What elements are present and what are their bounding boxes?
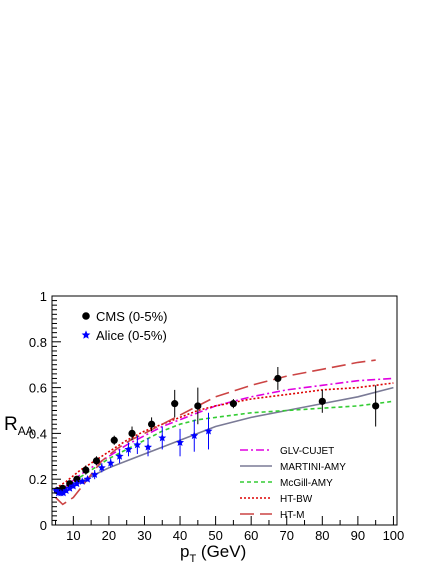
y-tick-label: 0.8 (29, 335, 47, 350)
y-axis-label: RAA (4, 414, 34, 438)
legend-marker-label: CMS (0-5%) (96, 309, 168, 324)
alice-data-point (144, 442, 153, 451)
alice-data-point (115, 452, 124, 460)
y-tick-label: 0.6 (29, 381, 47, 396)
legend-markers: CMS (0-5%) Alice (0-5%) (81, 309, 168, 343)
alice-data-point (176, 438, 185, 446)
legend-curve-label: McGill-AMY (280, 478, 333, 489)
cms-data-point (372, 402, 380, 410)
curve-ht-m (55, 359, 376, 506)
cms-data-point (147, 420, 156, 428)
legend-curve-label: GLV-CUJET (280, 446, 334, 457)
legend-cms-marker (82, 312, 90, 320)
alice-data-point (90, 470, 99, 479)
legend-curve-label: HT-M (280, 510, 304, 521)
cms-data-point (171, 400, 179, 408)
x-tick-label: 60 (244, 528, 258, 543)
alice-data-point (124, 445, 133, 453)
y-tick-label: 1 (40, 289, 47, 304)
y-axis-label-main: R (4, 414, 18, 435)
cms-data-point (128, 429, 136, 437)
x-tick-label: 70 (280, 528, 294, 543)
x-tick-label: 20 (102, 528, 116, 543)
legend-curves: GLV-CUJET MARTINI-AMY McGill-AMY HT-BW HT-M (240, 446, 346, 521)
x-tick-label: 40 (173, 528, 187, 543)
legend-marker-label: Alice (0-5%) (96, 328, 167, 343)
x-tick-label: 30 (137, 528, 151, 543)
alice-data-point (65, 484, 74, 492)
x-tick-label: 100 (383, 528, 405, 543)
y-axis-label-sub: AA (18, 424, 34, 438)
x-tick-label: 50 (208, 528, 222, 543)
cms-data-point (82, 466, 90, 474)
cms-data-point (274, 374, 282, 383)
legend-curve-label: MARTINI-AMY (280, 462, 346, 473)
y-tick-label: 0.4 (29, 426, 47, 441)
cms-data-point (318, 397, 326, 405)
cms-data-point (194, 402, 202, 410)
cms-data-point (229, 400, 237, 408)
y-tick-label: 0 (40, 518, 47, 533)
alice-data-point (69, 481, 78, 490)
alice-data-point (133, 440, 142, 449)
cms-data-point (92, 457, 101, 465)
x-axis-label-sub: T (189, 553, 196, 564)
axes-layer: 10 20 30 40 50 60 70 80 90 100 0 0.2 0.4 0.6 0.8 1 (29, 289, 404, 543)
alice-data-point (83, 475, 92, 483)
alice-data-point (97, 463, 106, 472)
x-axis-label-unit: (GeV) (196, 542, 246, 561)
cms-data-point (110, 436, 118, 444)
alice-data-point (106, 458, 115, 467)
x-tick-label: 90 (351, 528, 365, 543)
alice-data-point (72, 479, 81, 488)
alice-data-point (62, 486, 71, 495)
x-axis-label-main: p (180, 542, 189, 561)
alice-data-point (204, 426, 213, 435)
y-tick-label: 0.2 (29, 472, 47, 487)
x-tick-label: 80 (315, 528, 329, 543)
x-tick-label: 10 (66, 528, 80, 543)
alice-data-point (59, 488, 68, 497)
x-axis-label: pT (GeV) (180, 542, 246, 564)
alice-data-point (78, 477, 87, 485)
cms-data-point (73, 475, 81, 483)
legend-curve-label: HT-BW (280, 494, 313, 505)
alice-data-point (158, 433, 167, 442)
alice-data-point (190, 431, 199, 440)
legend-alice-marker (81, 330, 91, 339)
